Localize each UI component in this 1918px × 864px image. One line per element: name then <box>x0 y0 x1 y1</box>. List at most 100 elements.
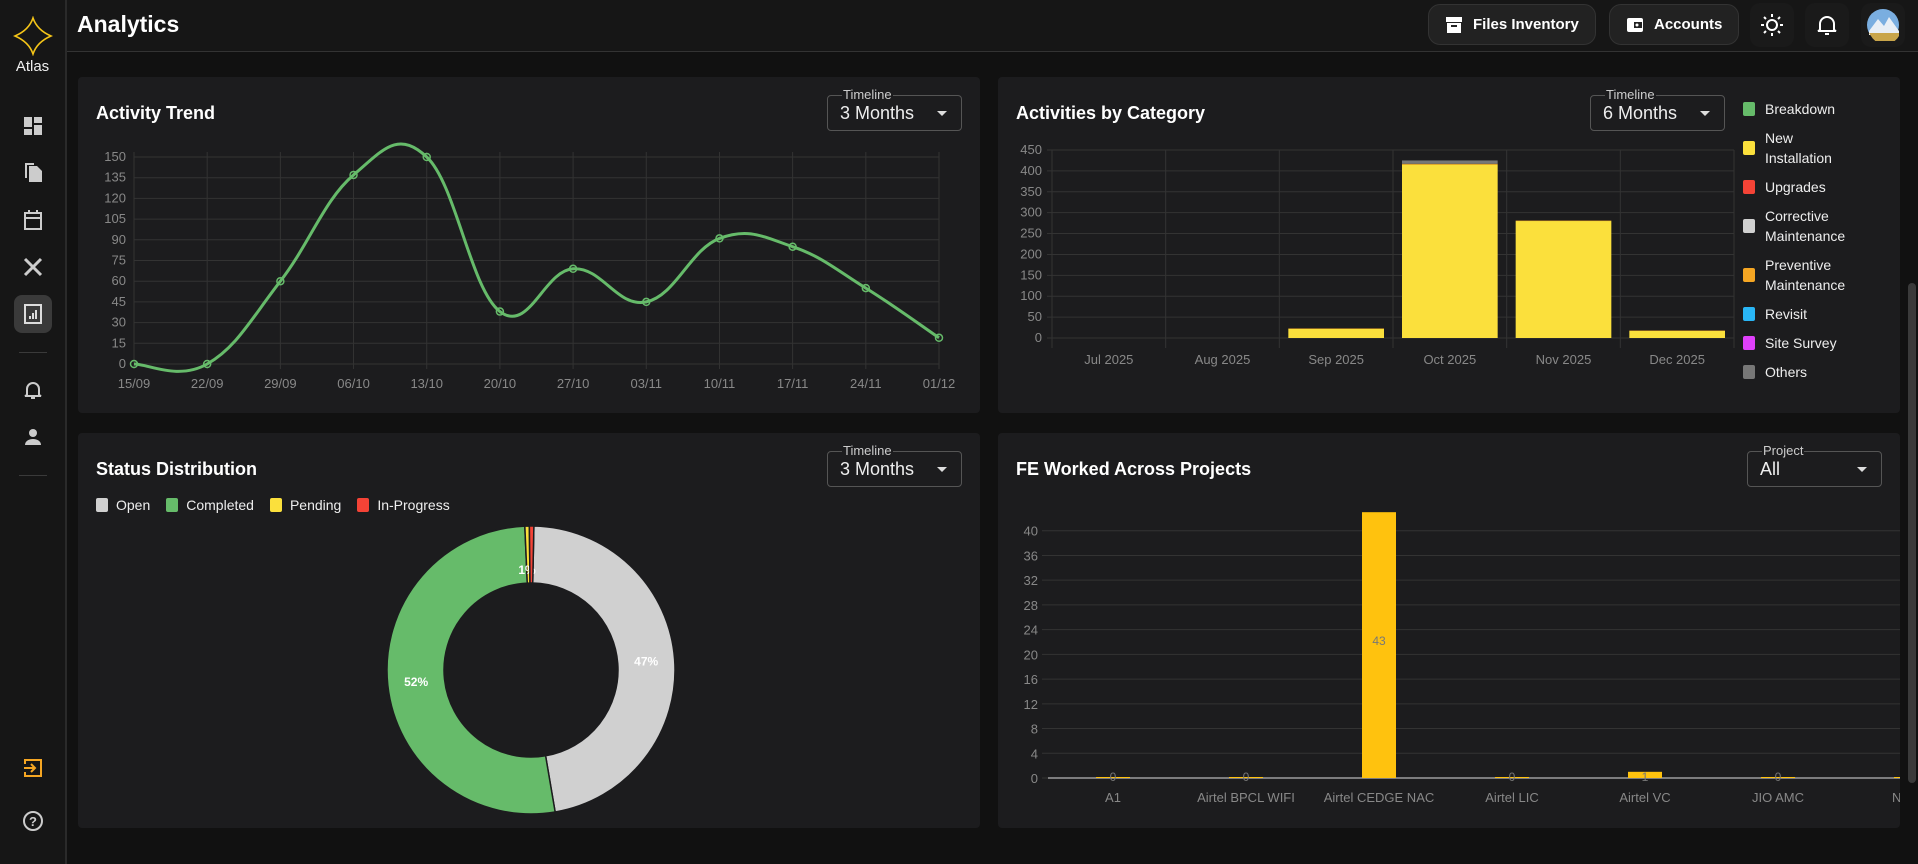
timeline-select[interactable]: Timeline 6 Months <box>1590 87 1725 131</box>
data-point <box>129 359 139 369</box>
y-tick-label: 150 <box>1020 267 1042 282</box>
y-tick-label: 250 <box>1020 226 1042 241</box>
legend-swatch <box>269 498 282 512</box>
x-tick-label: Airtel VC <box>1619 790 1670 805</box>
x-tick-label: Jul 2025 <box>1084 352 1133 367</box>
bar <box>1229 777 1263 778</box>
legend-item[interactable]: Revisit <box>1743 304 1855 324</box>
legend-item[interactable]: Pending <box>269 497 341 513</box>
legend-item[interactable]: In-Progress <box>357 497 450 513</box>
legend-item[interactable]: Site Survey <box>1743 333 1855 353</box>
y-tick-label: 36 <box>1024 548 1038 563</box>
theme-toggle-sun-icon[interactable] <box>1750 3 1794 47</box>
x-tick-label: Nov 2025 <box>1536 352 1592 367</box>
y-tick-label: 4 <box>1031 746 1038 761</box>
wallet-icon <box>1627 17 1643 32</box>
category-legend: Breakdown New Installation Upgrades Correct… <box>1743 99 1855 391</box>
x-tick-label: Aug 2025 <box>1195 352 1251 367</box>
y-tick-label: 200 <box>1020 246 1042 261</box>
accounts-label: Accounts <box>1654 16 1723 33</box>
project-value: All <box>1760 458 1781 479</box>
calendar-icon[interactable] <box>17 204 49 236</box>
y-tick-label: 350 <box>1020 184 1042 199</box>
y-tick-label: 75 <box>112 253 126 268</box>
logout-icon[interactable] <box>17 752 49 784</box>
bar-segment <box>1288 328 1384 338</box>
page-title: Analytics <box>77 11 180 37</box>
x-tick-label: Airtel BPCL WIFI <box>1197 790 1295 805</box>
activities-by-category-card: Activities by Category Timeline 6 Months … <box>998 77 1900 413</box>
header-notifications-icon[interactable] <box>1805 3 1849 47</box>
legend-item[interactable]: New Installation <box>1743 128 1855 168</box>
data-point <box>715 234 724 243</box>
page-scrollbar[interactable] <box>1908 283 1916 783</box>
legend-item[interactable]: Others <box>1743 362 1855 382</box>
x-tick-label: Sep 2025 <box>1308 352 1364 367</box>
x-tick-label: A1 <box>1105 790 1121 805</box>
y-tick-label: 0 <box>1035 330 1042 345</box>
bar-segment <box>1402 164 1498 338</box>
legend-label: Corrective Maintenance <box>1765 208 1846 244</box>
files-inventory-button[interactable]: Files Inventory <box>1428 4 1596 45</box>
x-tick-label: 10/11 <box>704 376 736 391</box>
data-point <box>934 333 944 343</box>
accounts-button[interactable]: Accounts <box>1609 4 1740 45</box>
card-title: Activity Trend <box>96 103 216 123</box>
y-tick-label: 8 <box>1031 722 1038 737</box>
data-point <box>642 297 651 307</box>
y-tick-label: 32 <box>1024 573 1038 588</box>
avatar[interactable] <box>1861 3 1905 47</box>
tools-icon[interactable] <box>17 251 49 283</box>
legend-item[interactable]: Completed <box>166 497 254 513</box>
y-tick-label: 12 <box>1024 697 1038 712</box>
legend-item[interactable]: Preventive Maintenance <box>1743 255 1855 295</box>
y-tick-label: 20 <box>1024 647 1038 662</box>
chevron-down-icon <box>937 467 947 472</box>
y-tick-label: 400 <box>1020 163 1042 178</box>
y-tick-label: 15 <box>112 335 126 350</box>
donut-slice <box>386 525 557 815</box>
timeline-select[interactable]: Timeline 3 Months <box>827 87 962 131</box>
help-icon[interactable]: ? <box>17 805 49 837</box>
y-tick-label: 300 <box>1020 205 1042 220</box>
files-icon[interactable] <box>17 156 49 188</box>
divider <box>19 352 47 353</box>
bar <box>1894 777 1900 778</box>
chevron-down-icon <box>1700 111 1710 116</box>
analytics-icon[interactable] <box>14 295 52 333</box>
legend-item[interactable]: Open <box>96 497 150 513</box>
x-tick-label: NTT H <box>1892 790 1900 805</box>
legend-item[interactable]: Upgrades <box>1743 177 1855 197</box>
y-tick-label: 100 <box>1020 288 1042 303</box>
legend-label: Others <box>1765 364 1808 380</box>
bar <box>1096 777 1130 778</box>
legend-item[interactable]: Breakdown <box>1743 99 1855 119</box>
data-point <box>568 264 578 274</box>
status-donut-chart: 47%52%1% <box>386 525 676 815</box>
project-select[interactable]: Project All <box>1747 443 1882 487</box>
timeline-label: Timeline <box>842 87 893 102</box>
donut-slice <box>528 525 535 584</box>
bar-data-label: 0 <box>1110 770 1117 784</box>
user-icon[interactable] <box>17 421 49 453</box>
slice-label: 52% <box>404 675 428 689</box>
timeline-label: Timeline <box>1605 87 1656 102</box>
dashboard-icon[interactable] <box>17 110 49 142</box>
atlas-logo[interactable] <box>13 16 53 56</box>
notifications-icon[interactable] <box>17 374 49 406</box>
data-point <box>276 276 285 286</box>
legend-swatch <box>357 498 370 512</box>
top-header: Analytics Files Inventory Accounts <box>67 0 1918 52</box>
legend-item[interactable]: Corrective Maintenance <box>1743 206 1855 246</box>
status-legend: Open Completed Pending In-Progress <box>96 497 450 513</box>
divider <box>19 475 47 476</box>
files-inventory-label: Files Inventory <box>1473 16 1579 33</box>
timeline-select[interactable]: Timeline 3 Months <box>827 443 962 487</box>
legend-label: Upgrades <box>1765 179 1826 195</box>
bar <box>1761 777 1795 778</box>
legend-swatch <box>1743 307 1755 321</box>
y-tick-label: 0 <box>1031 771 1038 786</box>
data-point <box>349 170 358 180</box>
legend-label: Revisit <box>1765 306 1808 322</box>
bar-data-label: 0 <box>1243 770 1250 784</box>
